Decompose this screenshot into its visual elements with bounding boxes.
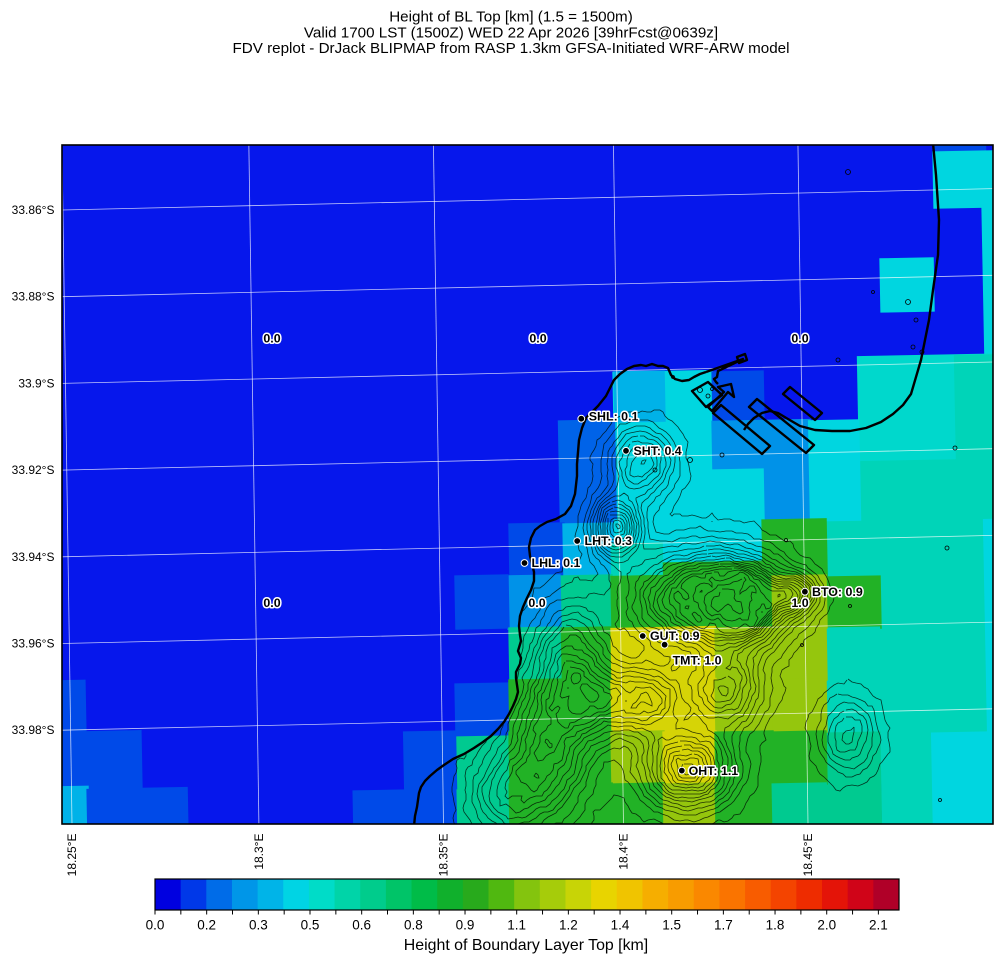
svg-text:2.0: 2.0 <box>817 918 836 933</box>
svg-text:33.92°S: 33.92°S <box>12 463 55 477</box>
svg-text:GUT: 0.9: GUT: 0.9 <box>650 629 700 643</box>
svg-text:18.35°E: 18.35°E <box>437 834 451 877</box>
svg-text:0.2: 0.2 <box>197 918 216 933</box>
svg-text:2.1: 2.1 <box>869 918 888 933</box>
svg-text:33.88°S: 33.88°S <box>12 290 55 304</box>
svg-text:0.9: 0.9 <box>456 918 475 933</box>
svg-text:LHT: 0.3: LHT: 0.3 <box>585 534 633 548</box>
svg-text:0.3: 0.3 <box>249 918 268 933</box>
svg-text:33.86°S: 33.86°S <box>12 203 55 217</box>
svg-text:0.8: 0.8 <box>404 918 423 933</box>
svg-text:1.0: 1.0 <box>791 596 808 610</box>
svg-text:SHL: 0.1: SHL: 0.1 <box>589 410 639 424</box>
svg-text:33.94°S: 33.94°S <box>12 550 55 564</box>
svg-text:0.6: 0.6 <box>352 918 371 933</box>
svg-text:18.3°E: 18.3°E <box>252 834 266 870</box>
svg-text:1.2: 1.2 <box>559 918 578 933</box>
svg-text:Height of BL Top [km] (1.5 = 1: Height of BL Top [km] (1.5 = 1500m) <box>389 9 633 26</box>
svg-text:0.0: 0.0 <box>263 332 280 346</box>
svg-text:Valid 1700 LST (1500Z) WED 22: Valid 1700 LST (1500Z) WED 22 Apr 2026 [… <box>304 25 718 42</box>
svg-text:BTO: 0.9: BTO: 0.9 <box>812 585 863 599</box>
svg-text:FDV replot - DrJack BLIPMAP fr: FDV replot - DrJack BLIPMAP from RASP 1.… <box>232 40 789 57</box>
svg-text:TMT: 1.0: TMT: 1.0 <box>673 654 722 668</box>
svg-text:0.0: 0.0 <box>529 332 546 346</box>
svg-text:33.96°S: 33.96°S <box>12 637 55 651</box>
svg-text:0.0: 0.0 <box>146 918 165 933</box>
svg-text:1.8: 1.8 <box>766 918 785 933</box>
svg-text:0.0: 0.0 <box>263 596 280 610</box>
svg-text:1.7: 1.7 <box>714 918 733 933</box>
svg-text:OHT: 1.1: OHT: 1.1 <box>689 764 739 778</box>
svg-text:1.5: 1.5 <box>662 918 681 933</box>
svg-text:SHT: 0.4: SHT: 0.4 <box>634 444 682 458</box>
svg-text:0.0: 0.0 <box>528 596 545 610</box>
svg-text:0.5: 0.5 <box>301 918 320 933</box>
svg-text:Height of Boundary Layer Top [: Height of Boundary Layer Top [km] <box>404 937 648 954</box>
svg-text:33.98°S: 33.98°S <box>12 723 55 737</box>
svg-text:LHL: 0.1: LHL: 0.1 <box>532 556 581 570</box>
svg-text:18.25°E: 18.25°E <box>65 834 79 877</box>
svg-text:33.9°S: 33.9°S <box>18 376 54 390</box>
svg-text:18.45°E: 18.45°E <box>801 834 815 877</box>
svg-text:18.4°E: 18.4°E <box>617 834 631 870</box>
svg-text:1.4: 1.4 <box>611 918 630 933</box>
svg-text:0.0: 0.0 <box>791 332 808 346</box>
svg-text:1.1: 1.1 <box>507 918 526 933</box>
